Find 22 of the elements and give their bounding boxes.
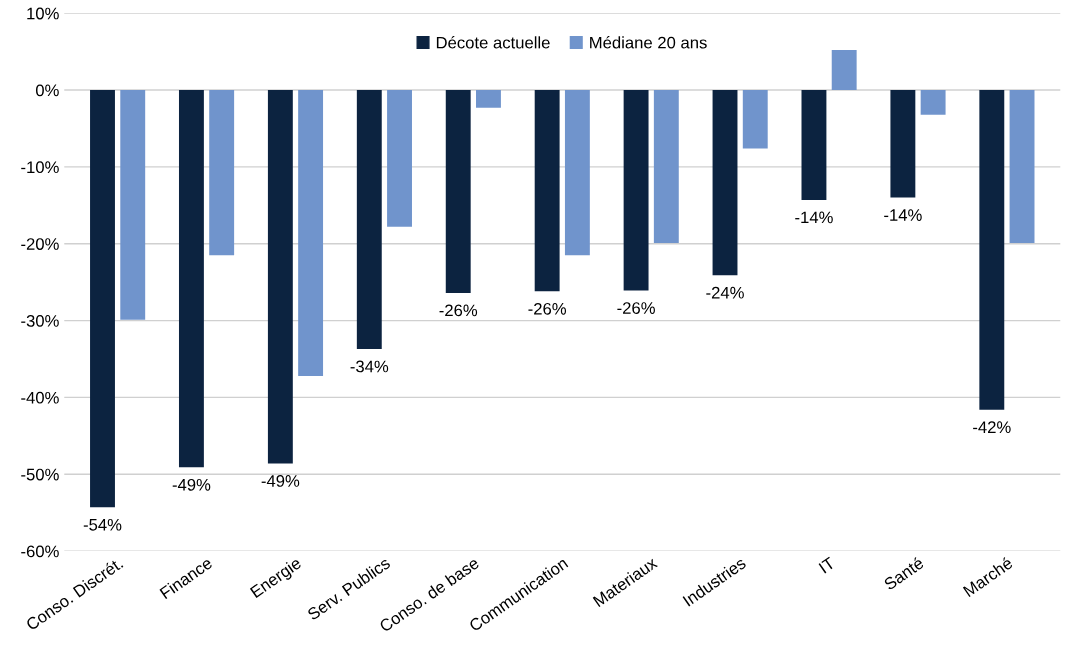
y-tick-label: 0% [35, 84, 59, 97]
data-label: -14% [795, 211, 833, 224]
data-label: -26% [439, 304, 478, 317]
data-label: -26% [617, 302, 655, 314]
data-label: -54% [83, 518, 122, 531]
y-tick-label: 10% [27, 7, 59, 20]
data-label: -24% [706, 286, 744, 299]
y-tick-label: -50% [21, 468, 59, 481]
legend-label: Médiane 20 ans [590, 36, 707, 49]
y-tick-label: -20% [21, 238, 59, 250]
data-label: -42% [973, 421, 1011, 433]
y-tick-label: -40% [21, 391, 59, 404]
x-tick-label: IT [818, 556, 836, 574]
y-tick-label: -60% [21, 545, 59, 558]
y-tick-label: -10% [21, 161, 59, 174]
data-label: -14% [884, 209, 922, 221]
data-label: -34% [350, 360, 389, 373]
y-tick-label: -30% [21, 314, 59, 327]
data-label: -26% [528, 302, 567, 315]
legend-label: Décote actuelle [436, 36, 550, 49]
data-label: -49% [261, 475, 300, 487]
data-label: -49% [172, 478, 211, 491]
